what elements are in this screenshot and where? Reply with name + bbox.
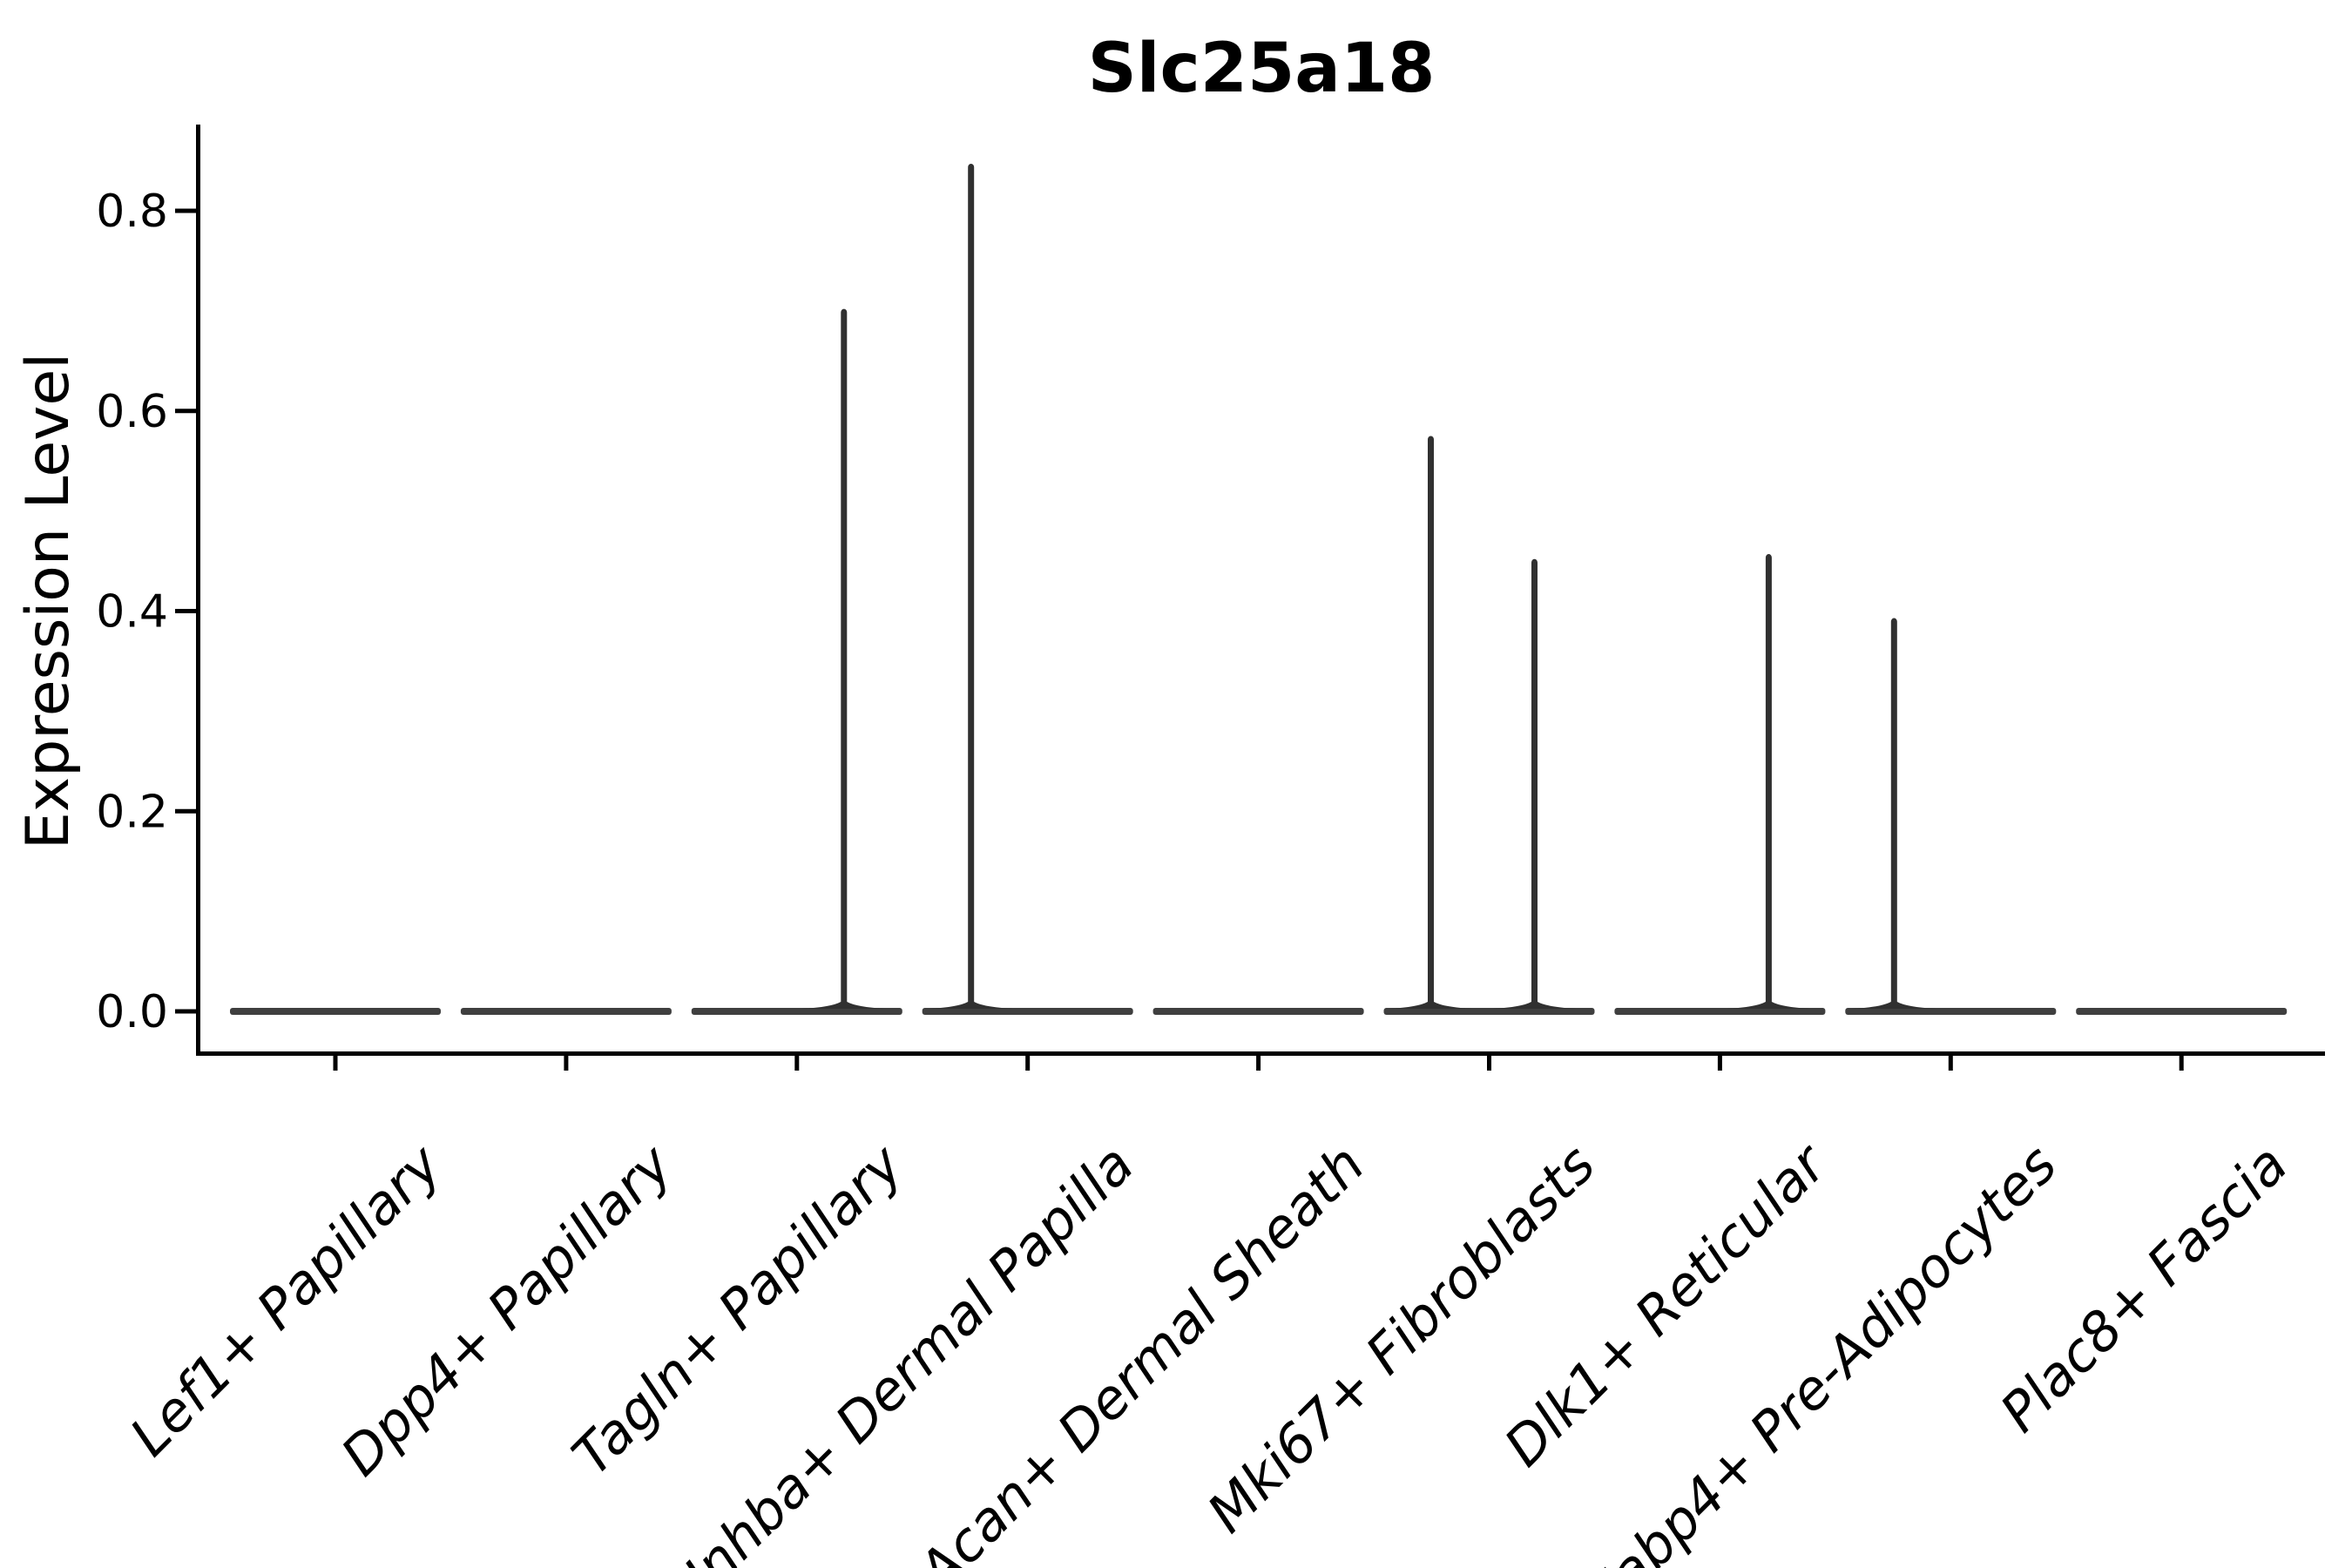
x-tick-label: Acan+ Dermal Sheath [903, 1132, 1376, 1568]
violin-spike [1852, 618, 1936, 1009]
x-tick-label: Mki67+ Fibroblasts [1195, 1132, 1607, 1544]
violin-body [1614, 1008, 1826, 1015]
violin-spike [1389, 436, 1473, 1009]
y-tick-label: 0.2 [96, 786, 168, 838]
violin-body [230, 1008, 441, 1015]
x-tick [1717, 1056, 1722, 1071]
violin-body [922, 1008, 1133, 1015]
x-tick [794, 1056, 800, 1071]
y-axis-spine [196, 125, 200, 1056]
x-tick-label: Inhba+ Dermal Papilla [672, 1132, 1146, 1568]
violin-body [460, 1008, 672, 1015]
x-axis-spine [196, 1051, 2325, 1056]
y-tick [175, 808, 196, 814]
violin-spike [1492, 558, 1577, 1009]
x-tick [564, 1056, 569, 1071]
x-tick [2179, 1056, 2184, 1071]
violin-body [1845, 1008, 2057, 1015]
chart-title: Slc25a18 [1088, 30, 1436, 108]
x-tick [333, 1056, 338, 1071]
y-tick-label: 0.6 [96, 386, 168, 438]
y-axis-label: Expression Level [14, 353, 83, 849]
y-tick-label: 0.4 [96, 586, 168, 639]
x-tick [1256, 1056, 1261, 1071]
y-tick-label: 0.8 [96, 186, 168, 238]
y-tick-label: 0.0 [96, 986, 168, 1038]
x-tick [1487, 1056, 1491, 1071]
y-tick [175, 409, 196, 414]
y-tick [175, 609, 196, 613]
violins-layer [230, 164, 2288, 1015]
y-tick [175, 208, 196, 213]
violin-spike [1727, 554, 1811, 1009]
x-tick [1025, 1056, 1031, 1071]
x-tick [1948, 1056, 1953, 1071]
violin-body [1152, 1008, 1364, 1015]
violin-spike [929, 164, 1013, 1010]
violin-spike [801, 308, 886, 1009]
violin-body [2076, 1008, 2288, 1015]
violin-body [1383, 1008, 1595, 1015]
violin-body [691, 1008, 902, 1015]
y-tick [175, 1009, 196, 1014]
